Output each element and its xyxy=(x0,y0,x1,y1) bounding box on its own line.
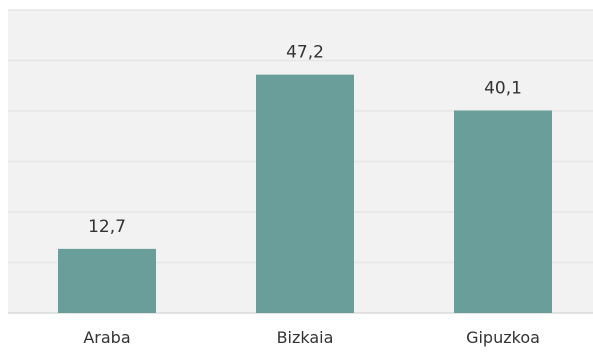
data-labels: 12,7 47,2 40,1 xyxy=(88,43,522,237)
x-axis-tick-labels: Araba Bizkaia Gipuzkoa xyxy=(83,328,540,347)
bar-bizkaia xyxy=(256,74,354,313)
bar-araba xyxy=(58,248,156,313)
data-label-bizkaia: 47,2 xyxy=(286,43,324,63)
x-tick-label-gipuzkoa: Gipuzkoa xyxy=(466,328,540,347)
data-label-gipuzkoa: 40,1 xyxy=(484,78,522,98)
x-tick-label-araba: Araba xyxy=(83,328,130,347)
bar-gipuzkoa xyxy=(454,110,552,314)
bars xyxy=(58,74,552,314)
x-tick-label-bizkaia: Bizkaia xyxy=(277,328,334,347)
data-label-araba: 12,7 xyxy=(88,217,126,237)
